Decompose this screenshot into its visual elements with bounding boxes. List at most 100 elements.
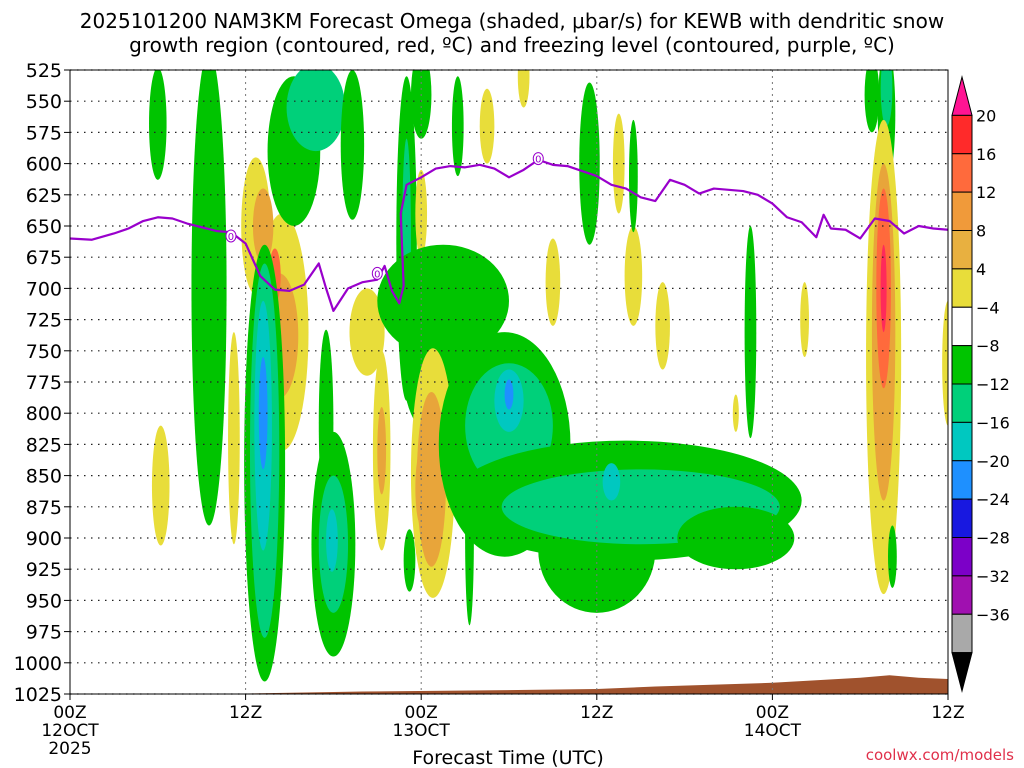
omega-region-green-55 [864,70,880,133]
y-tick-label-725: 725 [26,310,62,332]
colorbar-swatch-5 [951,268,973,308]
freezing-level-layer: 0 0 0 [70,152,948,312]
colorbar-label-9: −20 [976,452,1010,471]
freezing-level-label-2: 0 [535,155,541,166]
x-tick-label-36: 12Z [580,703,613,723]
x-tick-date-48: 14OCT [744,721,802,741]
x-tick-label-60: 12Z [931,703,964,723]
y-tick-label-1025: 1025 [14,684,62,706]
omega-region-yellow-12 [228,332,240,545]
colorbar-swatch-1 [951,114,973,155]
y-tick-label-875: 875 [26,497,62,519]
colorbar-label-7: −12 [976,375,1010,394]
y-tick-label-800: 800 [26,403,62,425]
omega-region-green-25 [410,70,432,139]
x-tick-label-48: 00Z [756,703,789,723]
omega-region-green-50 [628,119,638,233]
omega-region-green-52 [744,225,757,439]
x-tick-year-0: 2025 [48,739,91,759]
colorbar-label-12: −32 [976,567,1010,586]
omega-region-green-19 [340,70,365,220]
y-tick-label-650: 650 [26,216,62,238]
omega-region-green-0 [149,70,167,180]
colorbar-label-13: −36 [976,605,1010,624]
y-tick-label-1000: 1000 [14,653,62,675]
colorbar-swatch-11 [951,498,973,538]
x-tick-label-24: 00Z [405,703,438,723]
chart-title-line2: growth region (contoured, red, ºC) and f… [129,33,895,57]
y-tick-label-950: 950 [26,590,62,612]
y-tick-label-625: 625 [26,185,62,207]
x-tick-date-24: 13OCT [393,721,451,741]
freezing-level-label-bg-2 [532,152,544,166]
y-tick-label-675: 675 [26,247,62,269]
chart-title-line1: 2025101200 NAM3KM Forecast Omega (shaded… [80,9,944,33]
y-tick-label-850: 850 [26,466,62,488]
y-tick-label-550: 550 [26,91,62,113]
colorbar-swatch-12 [951,537,973,577]
omega-region-green-1 [191,70,227,526]
freezing-level-label-0: 0 [228,232,234,243]
colorbar-label-3: 8 [976,222,986,241]
omega-region-blue-38 [504,379,514,410]
omega-region-yellow-26 [415,169,428,258]
omega-region-magenta-61 [880,244,887,333]
omega-region-blue-11 [258,357,268,470]
y-tick-label-525: 525 [26,60,62,82]
colorbar-swatch-10 [951,460,973,500]
omega-region-yellow-20 [349,288,385,376]
colorbar-swatch-13 [951,575,973,615]
omega-region-yellow-48 [624,226,643,326]
colorbar-swatch-3 [951,191,973,231]
omega-shading [149,70,948,682]
y-axis: 525 550 575 600 625 650 675 700 725 750 775 800 825 8… [14,60,70,706]
y-tick-label-775: 775 [26,372,62,394]
omega-region-orange-22 [377,406,387,495]
freezing-level-line [70,158,948,312]
y-tick-label-825: 825 [26,434,62,456]
colorbar: 20 16 12 8 4 −4 −8 −12 −16 −20 −24 −28 −32 −36 [951,75,1010,693]
x-tick-date-0: 12OCT [41,721,99,741]
freezing-level-label-bg-0 [225,229,237,243]
y-tick-label-575: 575 [26,122,62,144]
x-axis-label: Forecast Time (UTC) [412,747,603,768]
colorbar-label-8: −16 [976,413,1010,432]
x-tick-label-12: 12Z [229,703,262,723]
colorbar-label-11: −28 [976,529,1010,548]
colorbar-swatch-4 [951,230,973,270]
watermark: coolwx.com/models [866,746,1014,764]
colorbar-swatch-14 [951,613,973,654]
omega-region-green-34 [451,76,464,177]
freezing-level-label-bg-1 [371,266,383,280]
freezing-level-label-1: 0 [374,269,380,280]
y-tick-label-600: 600 [26,154,62,176]
colorbar-swatch-0 [951,75,973,116]
colorbar-swatch-9 [951,421,973,462]
colorbar-swatch-7 [951,345,973,385]
colorbar-label-10: −24 [976,490,1010,509]
colorbar-label-2: 12 [976,183,996,202]
omega-region-cyan-45 [602,463,621,501]
omega-region-yellow-2 [151,425,170,546]
colorbar-label-1: 16 [976,145,996,164]
grid-lines [70,69,948,695]
omega-region-yellow-49 [612,113,625,214]
terrain-layer [216,675,948,694]
omega-region-orange-31 [415,450,428,526]
colorbar-swatch-8 [951,383,973,423]
omega-region-teal-57 [880,70,893,127]
y-tick-label-700: 700 [26,278,62,300]
x-tick-label-0: 00Z [53,703,86,723]
y-tick-label-750: 750 [26,341,62,363]
omega-region-yellow-39 [479,88,495,164]
omega-region-yellow-40 [517,70,530,108]
omega-region-yellow-63 [942,300,948,426]
omega-region-green-62 [888,525,897,588]
omega-region-teal-14 [286,70,346,152]
y-tick-label-975: 975 [26,622,62,644]
colorbar-label-4: 4 [976,260,986,279]
omega-region-yellow-54 [800,282,809,358]
omega-region-cyan-18 [326,509,338,572]
